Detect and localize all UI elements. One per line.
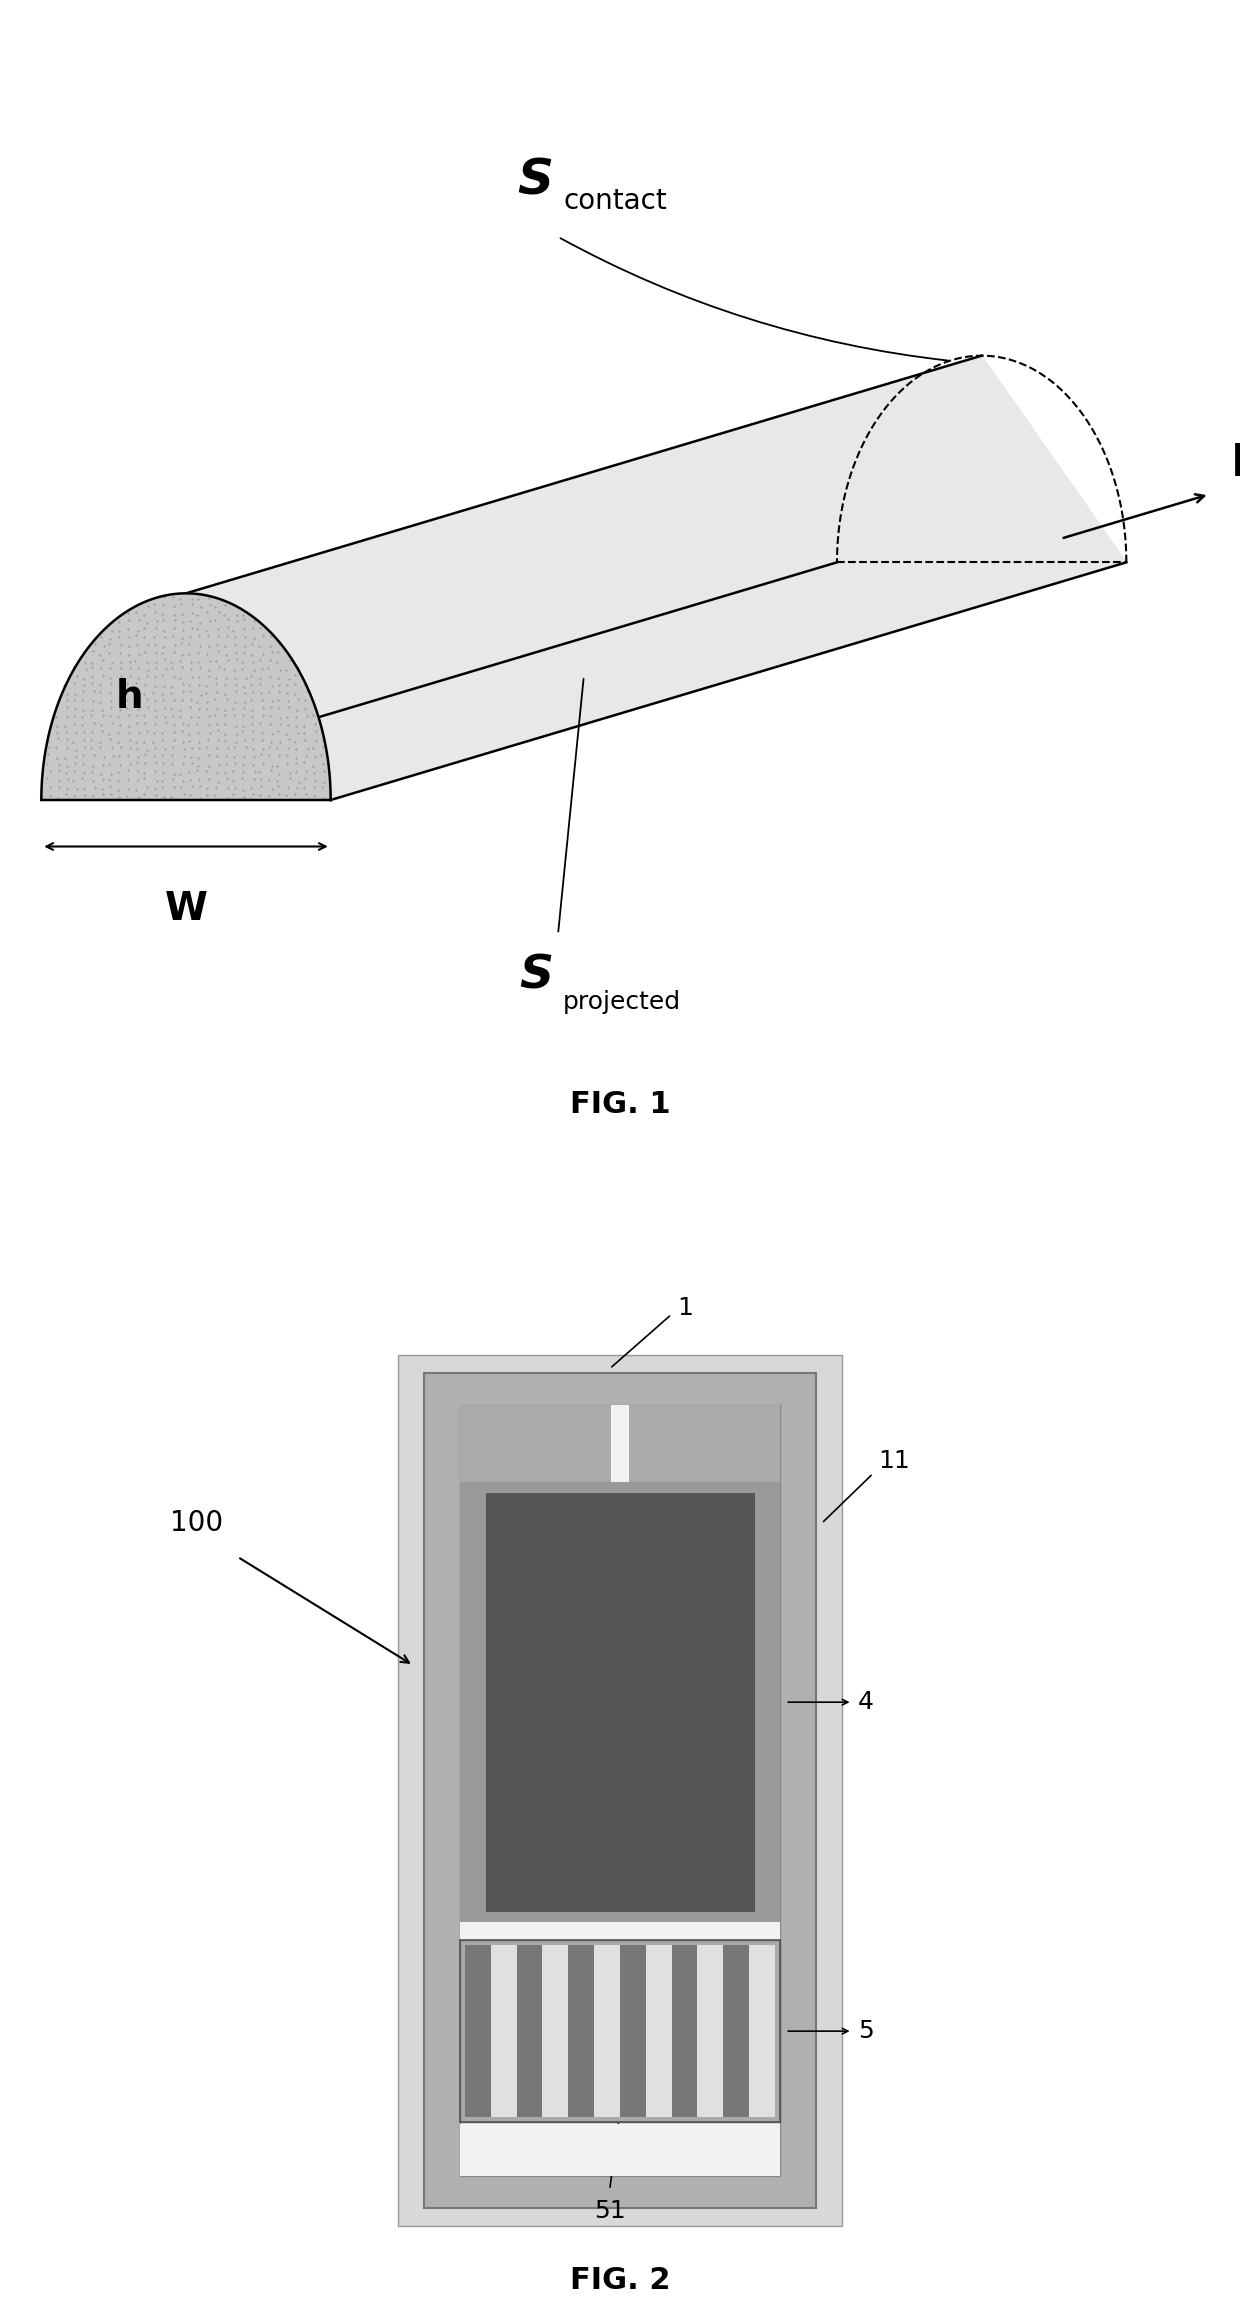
- Bar: [460, 2125, 780, 2176]
- Bar: [697, 1944, 723, 2118]
- Bar: [460, 1483, 780, 1923]
- Polygon shape: [186, 357, 1126, 799]
- Bar: [629, 1404, 780, 1483]
- Bar: [424, 1374, 816, 2208]
- Bar: [460, 1923, 780, 1939]
- Text: S: S: [518, 952, 553, 999]
- Text: 51: 51: [594, 2199, 625, 2222]
- Bar: [610, 1404, 629, 1483]
- Bar: [620, 1944, 646, 2118]
- Bar: [723, 1944, 749, 2118]
- Bar: [398, 1355, 842, 2227]
- Bar: [460, 1939, 780, 2122]
- Text: FIG. 1: FIG. 1: [569, 1091, 671, 1119]
- Bar: [542, 1944, 568, 2118]
- Text: FIG. 2: FIG. 2: [569, 2266, 671, 2296]
- Text: 1: 1: [677, 1295, 693, 1321]
- Text: 100: 100: [170, 1508, 223, 1538]
- Bar: [517, 1944, 542, 2118]
- Text: L: L: [1231, 443, 1240, 484]
- Bar: [465, 1944, 491, 2118]
- Text: W: W: [165, 890, 207, 927]
- Text: 4: 4: [858, 1689, 874, 1715]
- Bar: [491, 1944, 517, 2118]
- Polygon shape: [41, 563, 1126, 799]
- Bar: [460, 1404, 610, 1483]
- Text: S: S: [517, 155, 553, 204]
- Text: h: h: [115, 677, 143, 716]
- Text: 5: 5: [858, 2018, 873, 2044]
- Bar: [749, 1944, 775, 2118]
- Polygon shape: [41, 593, 331, 799]
- Bar: [594, 1944, 620, 2118]
- Bar: [486, 1494, 754, 1912]
- Text: contact: contact: [563, 188, 667, 215]
- Text: projected: projected: [563, 989, 681, 1013]
- Bar: [460, 1939, 780, 2122]
- Bar: [672, 1944, 697, 2118]
- Bar: [568, 1944, 594, 2118]
- Bar: [460, 1404, 780, 2176]
- Bar: [646, 1944, 672, 2118]
- Text: 11: 11: [878, 1448, 910, 1474]
